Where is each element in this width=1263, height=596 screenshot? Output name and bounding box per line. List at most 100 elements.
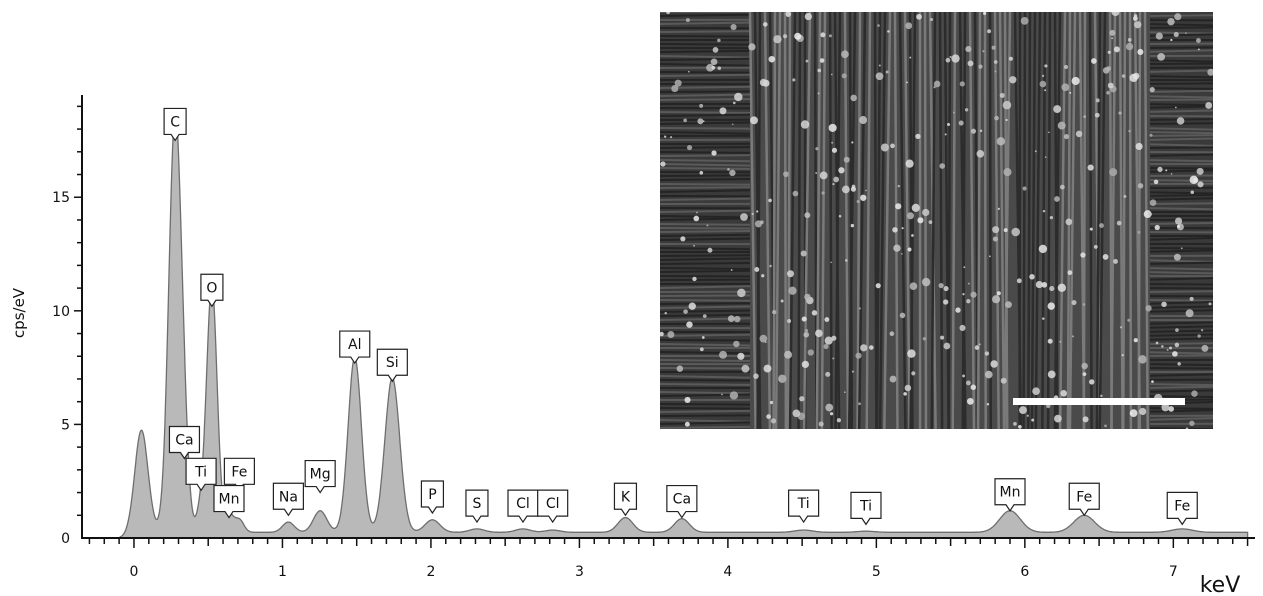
debris-particle — [1057, 283, 1067, 292]
debris-particle — [1060, 389, 1068, 397]
debris-particle — [660, 161, 666, 167]
vertical-fiber — [930, 12, 937, 429]
vertical-fiber — [774, 12, 782, 429]
debris-particle — [851, 141, 854, 144]
debris-particle — [1067, 270, 1073, 276]
debris-particle — [1157, 52, 1166, 61]
horizontal-fiber — [1139, 321, 1213, 325]
debris-particle — [800, 120, 810, 129]
vertical-fiber — [788, 12, 797, 429]
vertical-fiber — [1122, 12, 1127, 429]
debris-particle — [1155, 32, 1163, 40]
debris-particle — [706, 224, 709, 227]
debris-particle — [943, 299, 949, 305]
debris-particle — [959, 324, 966, 332]
horizontal-fiber — [1139, 118, 1213, 121]
peak-label-na: Na — [272, 482, 304, 517]
vertical-fiber — [772, 12, 777, 429]
x-axis-title: keV — [1200, 573, 1241, 596]
debris-particle — [842, 185, 850, 194]
peak-label-fe: Fe — [223, 457, 255, 492]
debris-particle — [1075, 130, 1083, 138]
debris-particle — [819, 171, 828, 180]
peak-label-box — [666, 484, 698, 519]
vertical-fiber — [883, 12, 892, 429]
peak-label-text: K — [621, 489, 631, 505]
debris-particle — [780, 299, 784, 303]
debris-particle — [970, 291, 977, 298]
debris-particle — [805, 59, 809, 63]
horizontal-fiber — [660, 403, 761, 406]
debris-particle — [667, 330, 675, 338]
horizontal-fiber — [660, 189, 761, 193]
debris-particle — [829, 412, 834, 416]
debris-particle — [731, 123, 734, 126]
horizontal-fiber — [660, 13, 761, 17]
debris-particle — [762, 22, 768, 27]
debris-particle — [976, 149, 985, 158]
peak-label-mn: Mn — [213, 484, 245, 519]
debris-particle — [815, 329, 823, 338]
debris-particle — [962, 293, 965, 296]
debris-particle — [671, 85, 679, 93]
debris-particle — [1191, 390, 1198, 397]
debris-particle — [970, 128, 977, 134]
peak-label-text: Mn — [1000, 485, 1021, 501]
horizontal-fiber — [660, 227, 761, 230]
debris-particle — [850, 186, 857, 192]
debris-particle — [1071, 76, 1080, 86]
vertical-fiber — [893, 12, 899, 429]
horizontal-fiber — [660, 146, 761, 149]
debris-particle — [944, 133, 947, 136]
inset-center-fibers — [748, 12, 1150, 429]
debris-particle — [904, 384, 912, 392]
debris-particle — [1185, 427, 1189, 429]
horizontal-fiber — [1139, 373, 1213, 377]
x-tick-label: 1 — [278, 564, 287, 580]
peak-label-text: Mg — [310, 467, 331, 483]
debris-particle — [770, 418, 777, 424]
debris-particle — [1087, 164, 1094, 171]
debris-particle — [804, 328, 809, 333]
debris-particle — [683, 309, 688, 314]
debris-particle — [905, 159, 914, 168]
debris-particle — [750, 116, 758, 125]
horizontal-fiber — [1139, 383, 1213, 387]
debris-particle — [815, 171, 818, 175]
horizontal-fiber — [1139, 153, 1213, 157]
debris-particle — [841, 50, 849, 59]
debris-particle — [1049, 215, 1054, 220]
debris-particle — [1072, 335, 1074, 338]
peak-label-text: Fe — [1076, 489, 1092, 505]
debris-particle — [939, 163, 946, 169]
debris-particle — [1082, 372, 1087, 376]
x-tick-label: 5 — [872, 564, 881, 580]
debris-particle — [1094, 112, 1100, 118]
vertical-fiber — [983, 12, 987, 429]
horizontal-fiber — [1139, 131, 1213, 135]
horizontal-fiber — [660, 261, 761, 265]
debris-particle — [825, 403, 834, 412]
debris-particle — [1137, 183, 1144, 189]
horizontal-fiber — [660, 375, 761, 379]
debris-particle — [1095, 98, 1100, 103]
horizontal-fiber — [660, 174, 761, 177]
debris-particle — [1042, 209, 1046, 213]
peak-label-box — [850, 491, 882, 526]
debris-particle — [663, 135, 667, 138]
horizontal-fiber — [660, 30, 761, 33]
debris-particle — [1005, 301, 1012, 308]
horizontal-fiber — [1139, 409, 1213, 413]
horizontal-fiber — [660, 343, 761, 347]
peak-label-box — [613, 482, 638, 517]
horizontal-fiber — [660, 299, 761, 302]
peak-label-text: Na — [279, 489, 298, 505]
debris-particle — [1008, 56, 1013, 61]
debris-particle — [1177, 224, 1181, 228]
horizontal-fiber — [1139, 49, 1213, 53]
vertical-fiber — [834, 12, 842, 429]
vertical-fiber — [998, 12, 1006, 429]
debris-particle — [911, 371, 916, 376]
horizontal-fiber — [660, 383, 761, 387]
vertical-fiber — [1046, 12, 1052, 429]
